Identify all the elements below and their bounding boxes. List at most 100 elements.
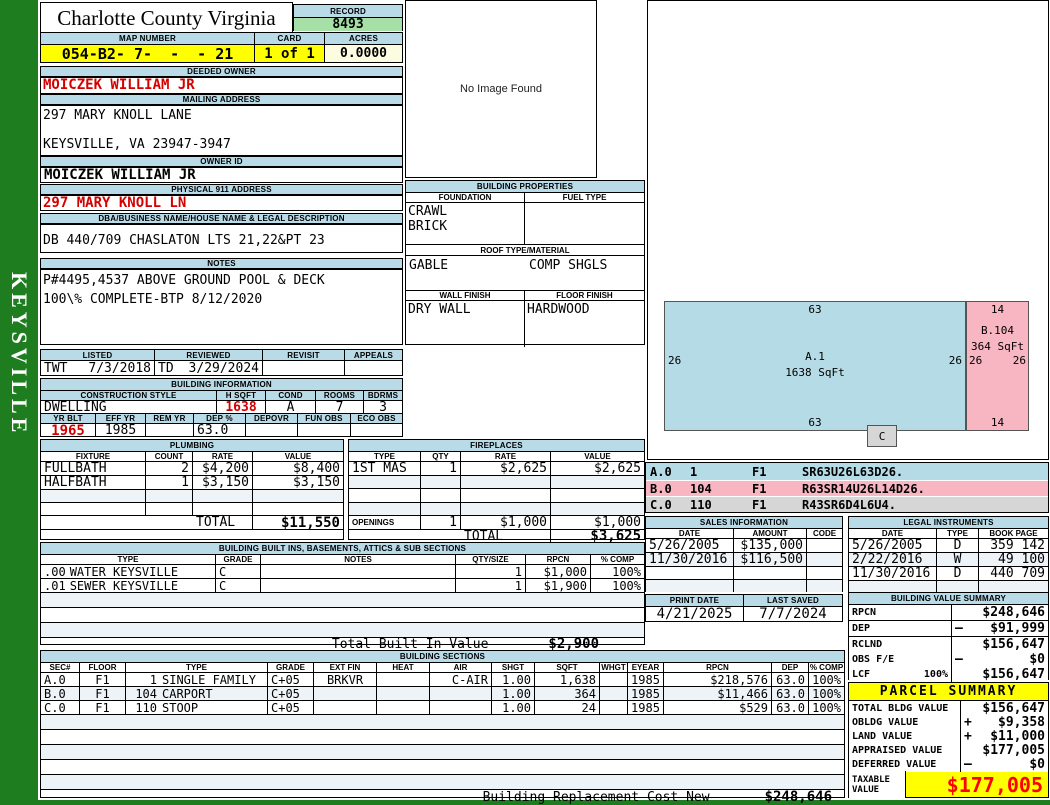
foundation-value: CRAWL BRICK	[406, 203, 525, 244]
taxable-value-row: TAXABLE VALUE $177,005	[849, 771, 1048, 798]
print-date-label: PRINT DATE	[646, 595, 744, 606]
effyr-label: EFF YR	[96, 414, 146, 423]
rate-cell: $4,200	[193, 462, 253, 475]
sale-row: 11/30/2016 $116,500	[646, 553, 842, 567]
shgt-cell: 1.00	[492, 673, 535, 686]
sale-amount: $116,500	[734, 553, 807, 566]
district-name: KEYSVILLE	[7, 272, 32, 437]
value-pct: 100%	[923, 669, 948, 680]
extfin-header: EXT FIN	[314, 663, 377, 672]
heat-cell	[377, 701, 430, 714]
legal-book-page: 440 709	[990, 567, 1045, 580]
reviewed-label: REVIEWED	[155, 350, 263, 360]
section-id: A.1	[805, 350, 825, 363]
qty-header: QTY/SIZE	[456, 555, 526, 564]
whgt-cell	[600, 673, 628, 686]
legal-row: 2/22/2016 W 49 100	[849, 553, 1048, 567]
taxable-value-amount: $177,005	[946, 772, 1043, 797]
plumbing-row: FULLBATH 2 $4,200 $8,400	[41, 462, 343, 476]
legal-date: 2/22/2016	[849, 553, 937, 566]
legal-book-page: 49 100	[998, 553, 1045, 566]
rcn-value: $248,646	[764, 789, 832, 805]
eyear-cell: 1985	[628, 687, 664, 700]
code-header: CODE	[807, 529, 842, 538]
sale-code	[807, 553, 842, 566]
fireplace-row: 1ST MAS 1 $2,625 $2,625	[349, 462, 644, 476]
dep-header: DEP	[772, 663, 809, 672]
dim-right: 26	[948, 354, 962, 367]
plumbing-table: PLUMBING FIXTURE COUNT RATE VALUE FULLBA…	[40, 439, 344, 540]
comp-header: % COMP	[591, 555, 644, 564]
qty-cell: 1	[421, 462, 461, 475]
yrblt-value: 1965	[41, 424, 96, 437]
comp-cell: 100%	[612, 565, 641, 578]
section-sqft: 1638 SqFt	[785, 366, 845, 379]
sketch-code-row: A.0 1 F1 SR63U26L63D26.	[646, 463, 1048, 480]
value-row: LCF 100% $156,647	[849, 667, 1048, 682]
openings-rate: $1,000	[461, 516, 551, 529]
ecoobs-label: ECO OBS	[351, 414, 402, 423]
value-row: RPCN $248,646	[849, 605, 1048, 621]
fireplaces-total-label: TOTAL	[461, 530, 551, 542]
acres-label: ACRES	[325, 33, 402, 44]
sale-date: 5/26/2005	[646, 539, 734, 552]
parcel-amount: $156,647	[982, 701, 1045, 716]
sale-amount: $135,000	[734, 539, 807, 552]
rpcn-header: RPCN	[526, 555, 591, 564]
grade-cell: C	[216, 579, 261, 592]
fireplaces-total-row: TOTAL $3,625	[349, 530, 644, 542]
parcel-label: DEFERRED VALUE	[849, 757, 961, 772]
building-section-row: B.0 F1 104 CARPORT C+05 1.00 364 1985 $11…	[41, 687, 844, 701]
deeded-owner-label: DEEDED OWNER	[40, 66, 403, 77]
sales-title: SALES INFORMATION	[646, 517, 842, 529]
building-sections-table: BUILDING SECTIONS SEC# FLOOR TYPE GRADE …	[40, 650, 845, 805]
built-in-code: .00	[44, 565, 66, 578]
shgt-header: SHGT	[492, 663, 535, 672]
type-header: TYPE	[937, 529, 979, 538]
rooms-value: 7	[316, 401, 364, 413]
eyear-cell: 1985	[628, 673, 664, 686]
parcel-summary-title: PARCEL SUMMARY	[849, 683, 1048, 701]
parcel-sign: +	[964, 729, 972, 744]
grade-header: GRADE	[216, 555, 261, 564]
sketch-section-a: 63 26 A.1 1638 SqFt 26 63	[664, 301, 966, 431]
built-in-row: .00 WATER KEYSVILLE C 1 $1,000 100%	[41, 565, 644, 579]
wall-finish-label: WALL FINISH	[406, 291, 525, 300]
appeals-label: APPEALS	[345, 350, 402, 360]
reviewed-date: 3/29/2024	[188, 361, 259, 375]
legal-instruments: LEGAL INSTRUMENTS DATE TYPE BOOK PAGE 5/…	[848, 516, 1049, 592]
fuel-value	[525, 203, 644, 244]
shgt-cell: 1.00	[492, 701, 535, 714]
rpcn-cell: $1,000	[526, 565, 591, 578]
comp-header: % COMP	[809, 663, 844, 672]
hsqft-value: 1638	[217, 401, 266, 413]
rcn-row: Building Replacement Cost New $248,646	[41, 789, 844, 805]
type-cell: .00 WATER KEYSVILLE	[41, 565, 216, 578]
whgt-cell	[600, 687, 628, 700]
listed-label: LISTED	[41, 350, 155, 360]
value-amount: $156,647	[982, 637, 1045, 652]
map-number: 054-B2- 7- - - 21	[41, 45, 255, 62]
built-ins-total-label: Total Built In Value	[331, 636, 489, 652]
mailing-line1: 297 MARY KNOLL LANE	[43, 108, 192, 123]
style-label: CONSTRUCTION STYLE	[41, 391, 217, 400]
building-sections-title: BUILDING SECTIONS	[41, 651, 844, 663]
parcel-row: LAND VALUE + $11,000	[849, 729, 1048, 744]
code-floor: F1	[752, 497, 767, 512]
fireplaces-title: FIREPLACES	[349, 440, 644, 452]
code-string: R63SR14U26L14D26.	[802, 481, 925, 496]
last-saved-date: 7/7/2024	[759, 607, 827, 621]
comp-cell: 100%	[812, 687, 841, 700]
owner-id: MOICZEK WILLIAM JR	[40, 167, 403, 183]
dep-label: DEP %	[194, 414, 246, 423]
value-cell: $3,150	[293, 476, 340, 489]
fixture-cell: HALFBATH	[41, 476, 146, 489]
legal-type: D	[937, 567, 979, 580]
funobs-value	[298, 424, 351, 437]
mailing-address-box: 297 MARY KNOLL LANE KEYSVILLE, VA 23947-…	[40, 105, 403, 156]
print-saved: PRINT DATE LAST SAVED 4/21/2025 7/7/2024	[645, 594, 843, 622]
type-name: CARPORT	[162, 687, 213, 700]
fireplaces-total-value: $3,625	[590, 530, 641, 542]
card-label: CARD	[255, 33, 325, 44]
grade-cell: C+05	[268, 687, 314, 700]
